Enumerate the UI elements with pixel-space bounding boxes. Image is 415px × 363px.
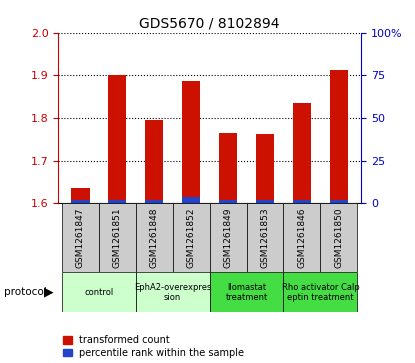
Bar xyxy=(293,200,311,203)
Bar xyxy=(136,203,173,272)
Text: GSM1261846: GSM1261846 xyxy=(298,208,306,268)
Bar xyxy=(330,200,348,203)
Text: protocol: protocol xyxy=(4,287,47,297)
Bar xyxy=(62,272,136,312)
Title: GDS5670 / 8102894: GDS5670 / 8102894 xyxy=(139,16,280,30)
Bar xyxy=(136,272,210,312)
Text: ▶: ▶ xyxy=(44,286,53,299)
Bar xyxy=(145,200,164,203)
Text: GSM1261853: GSM1261853 xyxy=(261,207,269,268)
Bar xyxy=(173,203,210,272)
Legend: transformed count, percentile rank within the sample: transformed count, percentile rank withi… xyxy=(63,335,244,358)
Bar xyxy=(99,203,136,272)
Bar xyxy=(210,203,247,272)
Text: GSM1261850: GSM1261850 xyxy=(334,207,343,268)
Bar xyxy=(62,203,99,272)
Text: Rho activator Calp
eptin treatment: Rho activator Calp eptin treatment xyxy=(281,282,359,302)
Bar xyxy=(182,197,200,203)
Bar xyxy=(182,81,200,203)
Bar xyxy=(283,203,320,272)
Bar xyxy=(283,272,357,312)
Text: GSM1261849: GSM1261849 xyxy=(224,208,232,268)
Bar xyxy=(256,134,274,203)
Bar xyxy=(256,200,274,203)
Bar xyxy=(108,200,127,203)
Bar xyxy=(293,103,311,203)
Bar xyxy=(219,133,237,203)
Bar xyxy=(330,70,348,203)
Bar xyxy=(145,120,164,203)
Text: llomastat
treatment: llomastat treatment xyxy=(225,282,268,302)
Text: EphA2-overexpres
sion: EphA2-overexpres sion xyxy=(134,282,211,302)
Bar xyxy=(247,203,283,272)
Bar xyxy=(320,203,357,272)
Bar xyxy=(108,76,127,203)
Bar xyxy=(71,188,90,203)
Bar xyxy=(219,200,237,203)
Bar xyxy=(71,200,90,203)
Text: control: control xyxy=(84,288,113,297)
Text: GSM1261852: GSM1261852 xyxy=(187,208,195,268)
Text: GSM1261847: GSM1261847 xyxy=(76,208,85,268)
Bar xyxy=(210,272,283,312)
Text: GSM1261848: GSM1261848 xyxy=(150,208,159,268)
Text: GSM1261851: GSM1261851 xyxy=(113,207,122,268)
